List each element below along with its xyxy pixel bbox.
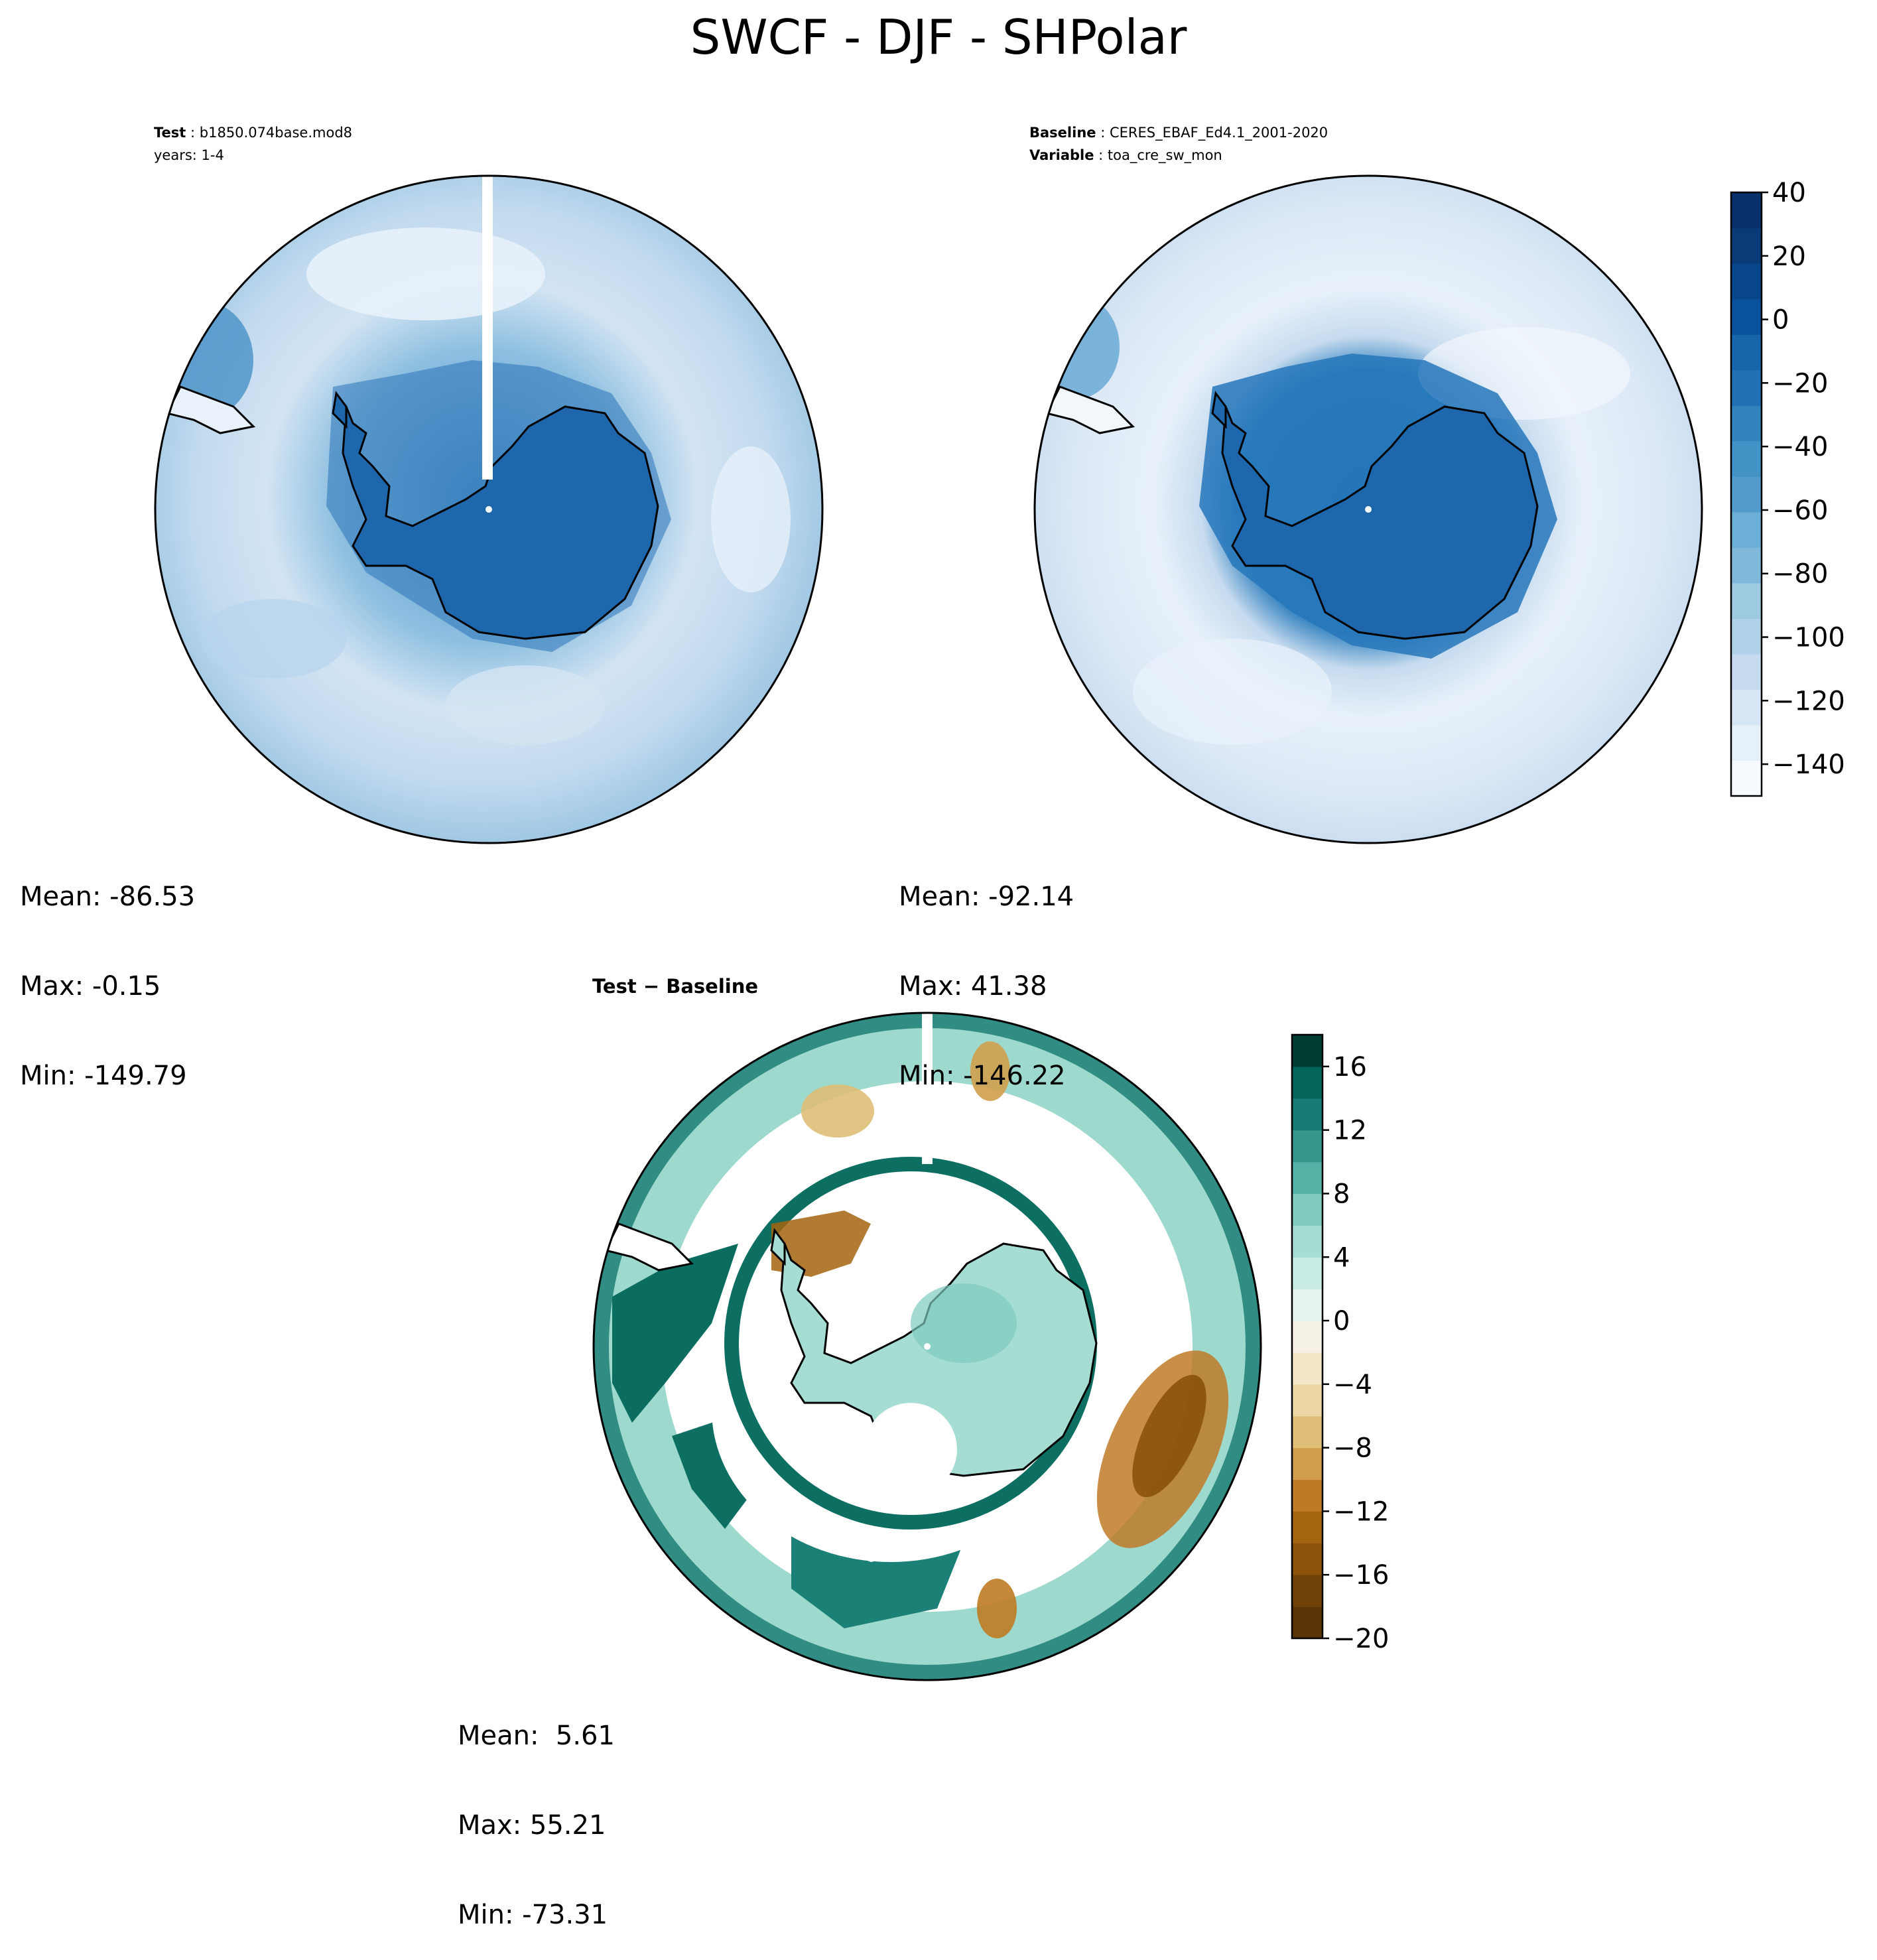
baseline-caption-label: Baseline — [1029, 125, 1096, 141]
diff-stats: Mean: 5.61 Max: 55.21 Min: -73.31 — [458, 1662, 615, 1960]
colorbar-segment — [1731, 760, 1762, 797]
colorbar-tick-label: −60 — [1772, 495, 1828, 526]
baseline-caption: Baseline : CERES_EBAF_Ed4.1_2001-2020 Va… — [1029, 125, 1328, 163]
colorbar-tick-label: 8 — [1333, 1179, 1350, 1209]
colorbar-segment — [1292, 1511, 1323, 1543]
colorbar-segment — [1292, 1543, 1323, 1575]
colorbar-segment — [1731, 582, 1762, 619]
baseline-mean: Mean: -92.14 — [899, 882, 1074, 912]
test-max: Max: -0.15 — [20, 971, 161, 1002]
diff-caption: Test − Baseline — [592, 975, 758, 998]
colorbar-segment — [1292, 1575, 1323, 1607]
colorbar-segment — [1292, 1130, 1323, 1163]
colorbar-segment — [1292, 1321, 1323, 1353]
colorbar-segment — [1731, 547, 1762, 584]
colorbar-tick-label: 0 — [1333, 1306, 1350, 1337]
colorbar-brbg: 16 12 8 4 0 −4 −8 −12 −16 −20 — [1291, 1033, 1389, 1654]
colorbar-tick-label: 20 — [1772, 241, 1806, 272]
colorbar-segment — [1731, 476, 1762, 513]
colorbar-segment — [1731, 724, 1762, 761]
diff-mean: Mean: 5.61 — [458, 1721, 615, 1751]
colorbar-segment — [1731, 618, 1762, 655]
test-caption-label: Test — [154, 125, 186, 141]
figure-title: SWCF - DJF - SHPolar — [690, 9, 1187, 65]
baseline-max: Max: 41.38 — [899, 971, 1047, 1002]
variable-caption-label: Variable — [1029, 147, 1094, 163]
colorbar-segment — [1731, 405, 1762, 442]
colorbar-frame — [1730, 191, 1763, 797]
baseline-caption-value: CERES_EBAF_Ed4.1_2001-2020 — [1109, 125, 1328, 141]
colorbar-segment — [1292, 1098, 1323, 1131]
colorbar-segment — [1731, 192, 1762, 229]
diff-max: Max: 55.21 — [458, 1810, 606, 1841]
test-caption: Test : b1850.074base.mod8 years: 1-4 — [154, 125, 353, 163]
baseline-min: Min: -146.22 — [899, 1061, 1066, 1091]
colorbar-segment — [1292, 1289, 1323, 1321]
test-caption-years: years: 1-4 — [154, 147, 224, 163]
colorbar-tick-label: 12 — [1333, 1116, 1367, 1146]
colorbar-blues: 40 20 0 −20 −40 −60 −80 −100 −120 −140 — [1730, 178, 1845, 797]
diff-min: Min: -73.31 — [458, 1900, 608, 1930]
colorbar-segment — [1292, 1225, 1323, 1258]
colorbar-segment — [1731, 228, 1762, 264]
test-stats: Mean: -86.53 Max: -0.15 Min: -149.79 — [20, 822, 195, 1121]
colorbar-segment — [1292, 1415, 1323, 1449]
colorbar-segment — [1292, 1384, 1323, 1417]
colorbar-tick-label: −20 — [1333, 1624, 1389, 1654]
colorbar-tick-label: −8 — [1333, 1433, 1372, 1464]
colorbar-tick-label: 0 — [1772, 305, 1789, 336]
baseline-stats: Mean: -92.14 Max: 41.38 Min: -146.22 — [899, 822, 1074, 1121]
colorbar-segment — [1292, 1035, 1323, 1067]
colorbar-segment — [1292, 1447, 1323, 1480]
colorbar-tick-label: 16 — [1333, 1052, 1367, 1082]
colorbar-tick-label: −40 — [1772, 432, 1828, 462]
colorbar-segment — [1292, 1161, 1323, 1195]
variable-caption-value: toa_cre_sw_mon — [1107, 147, 1222, 163]
colorbar-frame — [1291, 1033, 1324, 1640]
colorbar-tick-label: −80 — [1772, 559, 1828, 590]
baseline-map — [1033, 174, 1703, 844]
test-caption-value: b1850.074base.mod8 — [199, 125, 353, 141]
colorbar-segment — [1731, 263, 1762, 300]
colorbar-tick-label: −140 — [1772, 750, 1845, 780]
test-map — [154, 174, 824, 844]
diff-caption-label: Test − Baseline — [592, 975, 759, 998]
colorbar-segment — [1731, 689, 1762, 726]
test-min: Min: -149.79 — [20, 1061, 187, 1091]
colorbar-tick-label: 4 — [1333, 1242, 1350, 1273]
colorbar-tick-label: −12 — [1333, 1496, 1389, 1527]
colorbar-segment — [1292, 1257, 1323, 1289]
colorbar-tick-label: −20 — [1772, 368, 1828, 399]
colorbar-segment — [1731, 440, 1762, 477]
colorbar-segment — [1731, 369, 1762, 406]
colorbar-tick-label: −16 — [1333, 1560, 1389, 1591]
colorbar-segment — [1731, 511, 1762, 548]
colorbar-tick-label: 40 — [1772, 178, 1806, 208]
test-mean: Mean: -86.53 — [20, 882, 196, 912]
colorbar-tick-label: −100 — [1772, 623, 1845, 653]
colorbar-segment — [1731, 653, 1762, 690]
colorbar-segment — [1292, 1066, 1323, 1099]
colorbar-segment — [1731, 334, 1762, 371]
colorbar-segment — [1292, 1606, 1323, 1639]
colorbar-segment — [1292, 1193, 1323, 1226]
colorbar-segment — [1731, 298, 1762, 335]
difference-map — [592, 1012, 1262, 1681]
colorbar-segment — [1292, 1352, 1323, 1385]
colorbar-tick-label: −120 — [1772, 686, 1845, 716]
colorbar-tick-label: −4 — [1333, 1370, 1372, 1400]
colorbar-segment — [1292, 1479, 1323, 1512]
